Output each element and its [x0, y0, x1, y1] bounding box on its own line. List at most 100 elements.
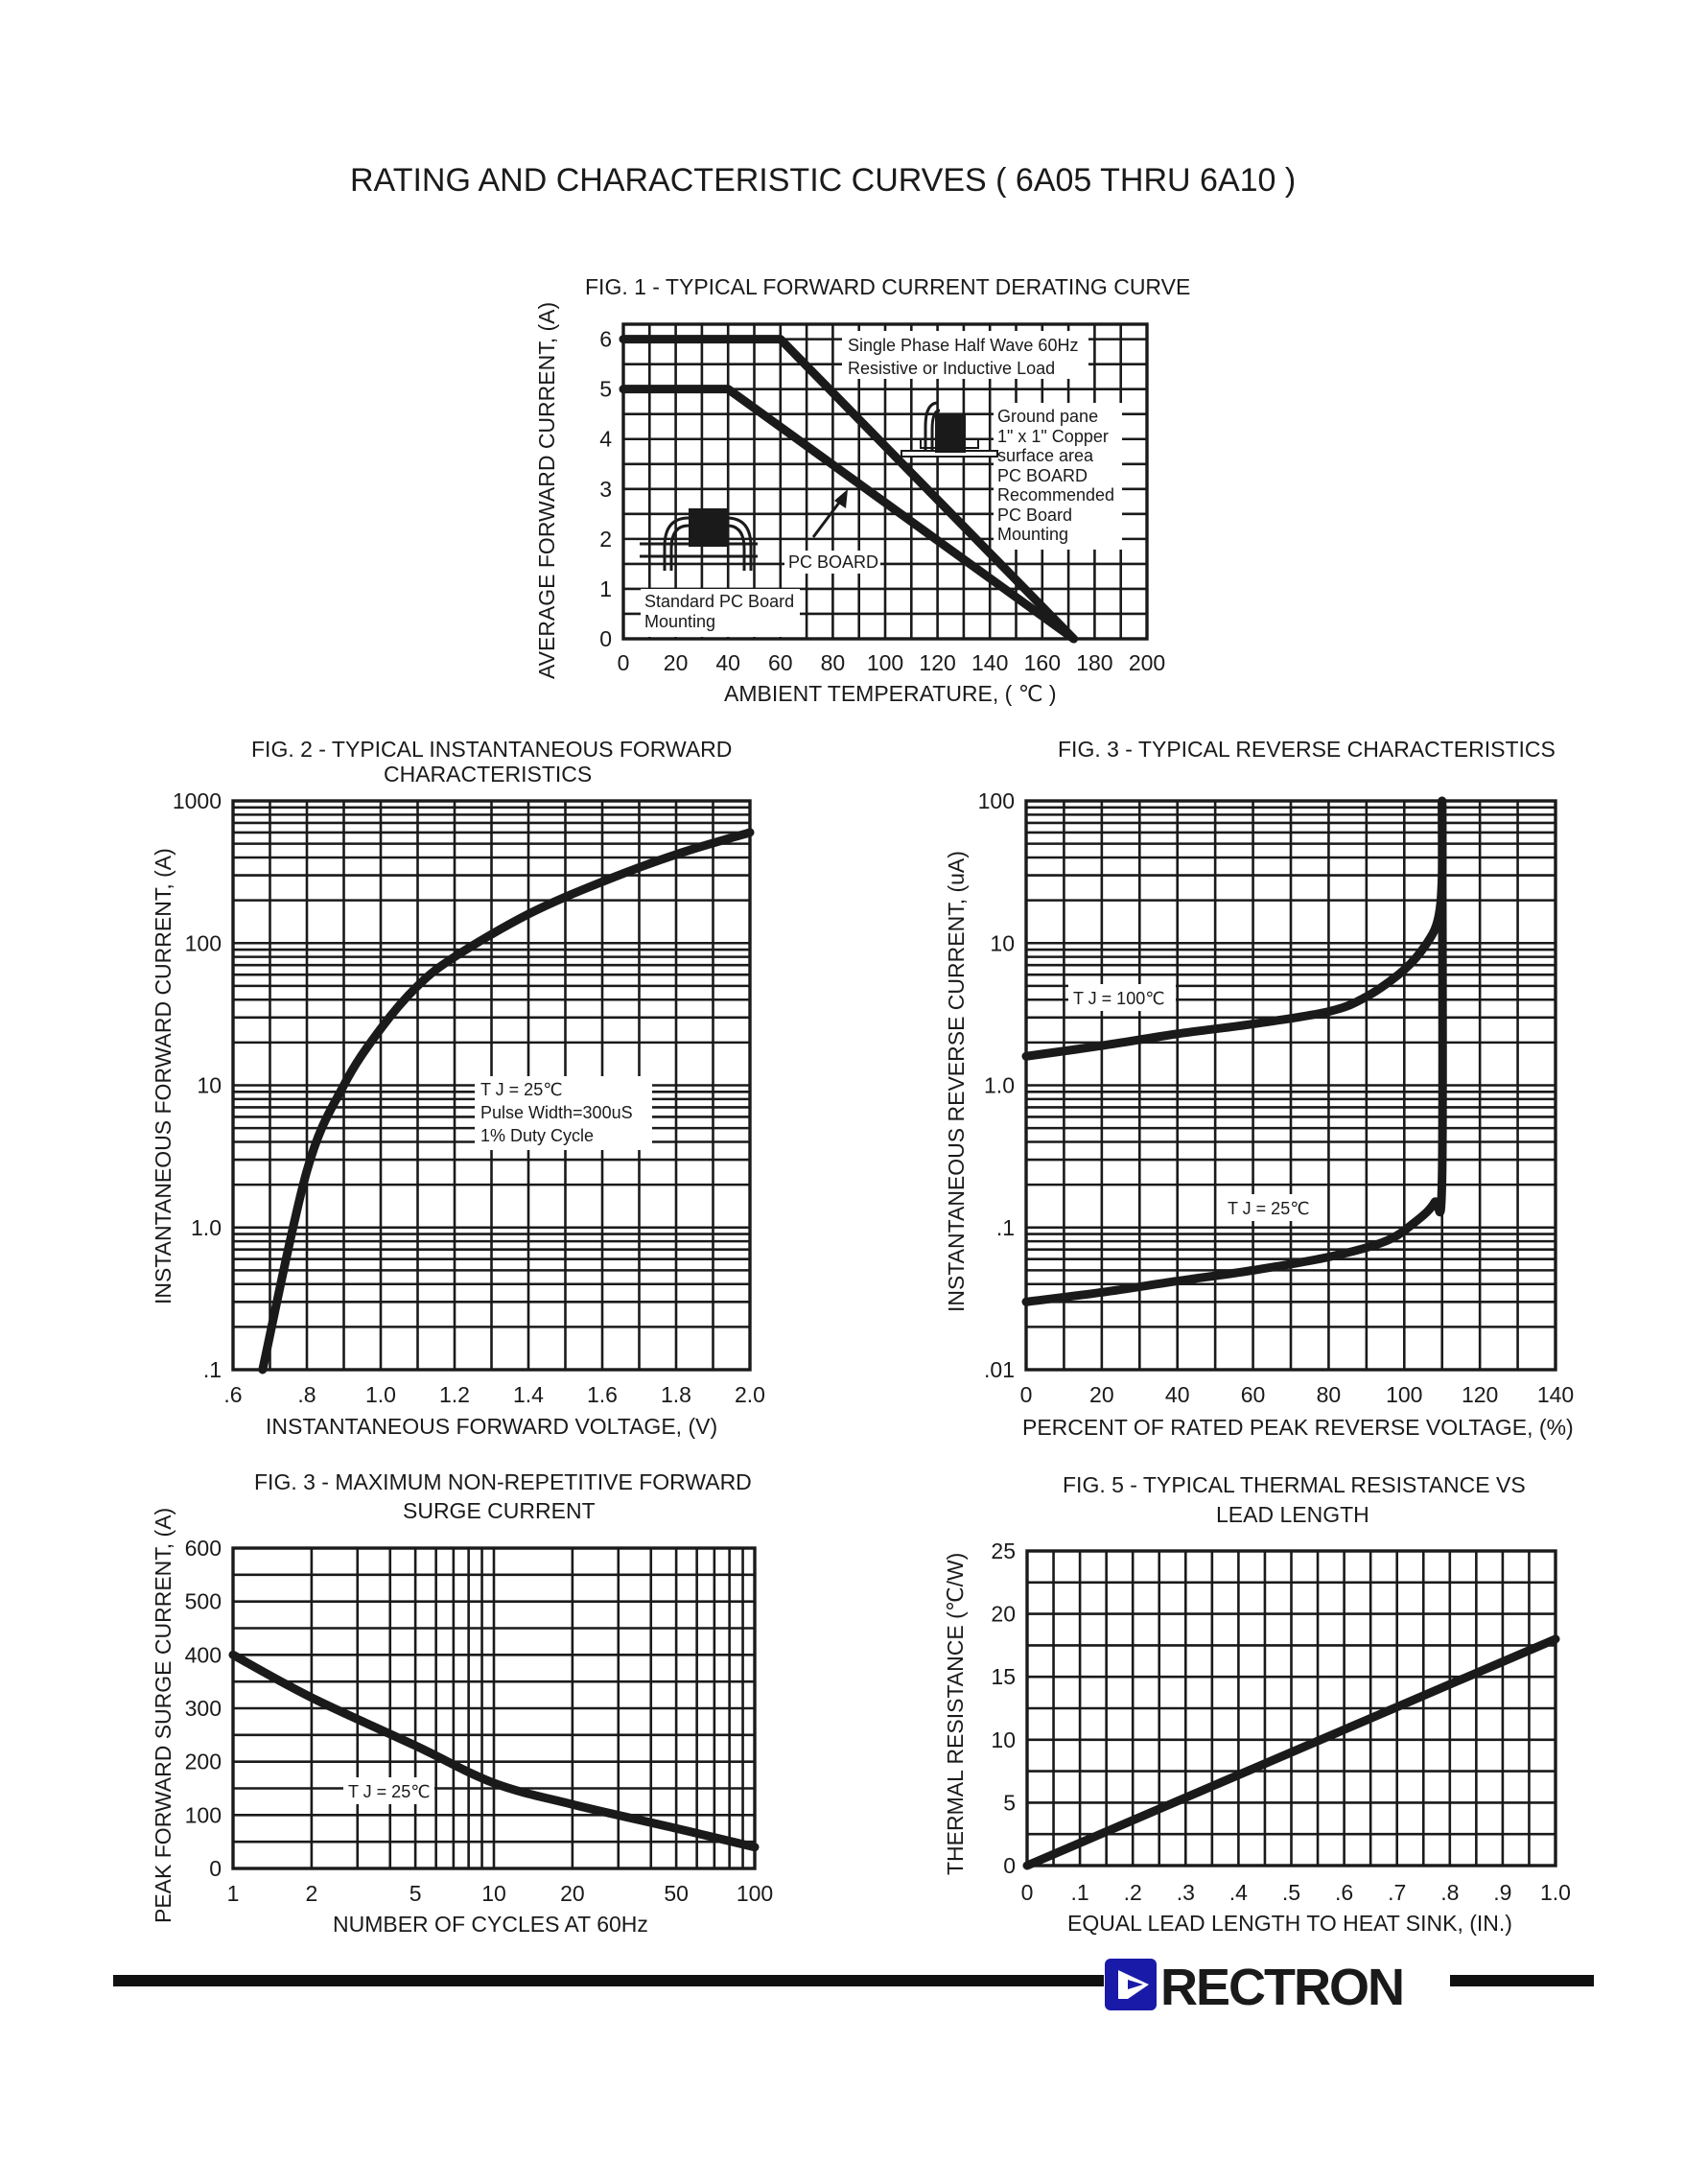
fig4-annotation: T J = 25℃: [348, 1782, 430, 1801]
fig3-series-label-100c: T J = 100℃: [1073, 989, 1164, 1008]
fig2-annotation-line1: T J = 25℃: [480, 1080, 562, 1099]
fig3-x-tick-label: 120: [1462, 1382, 1498, 1407]
fig1-x-tick-label: 180: [1076, 650, 1112, 675]
fig5-x-tick-label: .4: [1229, 1880, 1248, 1905]
fig4-curves: [228, 1650, 760, 1852]
fig2-y-tick-label: 1.0: [191, 1215, 222, 1240]
fig2-title-line1: FIG. 2 - TYPICAL INSTANTANEOUS FORWARD: [251, 737, 732, 762]
fig1-curves: [619, 335, 1079, 644]
fig1-standard-line1: Standard PC Board: [644, 592, 794, 611]
fig1-title: FIG. 1 - TYPICAL FORWARD CURRENT DERATIN…: [585, 274, 1190, 299]
fig2-x-tick-label: 1.6: [587, 1382, 618, 1407]
fig2-chart: FIG. 2 - TYPICAL INSTANTANEOUS FORWARD C…: [151, 737, 765, 1439]
fig2-annotation-line3: 1% Duty Cycle: [480, 1126, 594, 1145]
fig3-y-tick-label: 1.0: [984, 1073, 1015, 1098]
fig1-x-tick-label: 200: [1129, 650, 1165, 675]
fig1-series-1-line: [619, 385, 1079, 644]
fig2-title-line2: CHARACTERISTICS: [384, 762, 592, 787]
fig1-x-ticks: 0 20 40 60 80 100 120 140 160 180 200: [618, 650, 1166, 675]
fig5-title-line2: LEAD LENGTH: [1216, 1502, 1369, 1527]
fig3-y-tick-label: 10: [990, 930, 1015, 955]
fig4-x-ticks: 1 2 5 10 20 50 100: [227, 1881, 774, 1906]
fig2-x-tick-label: .6: [223, 1382, 242, 1407]
fig3-y-tick-label: .1: [996, 1215, 1015, 1240]
fig1-recommended-mount-pictogram: [901, 401, 998, 458]
fig1-x-tick-label: 100: [867, 650, 903, 675]
fig2-y-ticks: .1 1.0 10 100 1000: [173, 788, 222, 1382]
fig3-grid: [1024, 799, 1557, 1372]
fig4-title-line2: SURGE CURRENT: [403, 1498, 596, 1523]
fig4-x-tick-label: 20: [560, 1881, 585, 1906]
fig5-x-tick-label: .2: [1124, 1880, 1142, 1905]
fig4-y-tick-label: 600: [185, 1536, 222, 1561]
fig2-x-tick-label: 1.2: [439, 1382, 470, 1407]
footer-rule-right: [1450, 1975, 1594, 1986]
fig1-standard-mount-pictogram: [640, 508, 758, 571]
fig1-x-tick-label: 120: [919, 650, 955, 675]
fig2-x-tick-label: 2.0: [735, 1382, 765, 1407]
fig4-title-line1: FIG. 3 - MAXIMUM NON-REPETITIVE FORWARD: [254, 1469, 752, 1494]
fig3-series-label-25c: T J = 25℃: [1228, 1199, 1309, 1218]
fig5-y-axis-label: THERMAL RESISTANCE (℃/W): [943, 1553, 968, 1875]
fig2-y-tick-label: 10: [197, 1073, 222, 1098]
fig5-y-tick-label: 10: [991, 1727, 1016, 1752]
fig1-x-tick-label: 40: [715, 650, 740, 675]
fig2-annotation-line2: Pulse Width=300uS: [480, 1103, 633, 1122]
fig5-x-axis-label: EQUAL LEAD LENGTH TO HEAT SINK, (IN.): [1067, 1911, 1512, 1936]
fig3-x-tick-label: 100: [1386, 1382, 1422, 1407]
fig1-pcb-line1: Ground pane: [997, 407, 1098, 426]
fig4-y-ticks: 0 100 200 300 400 500 600: [185, 1536, 222, 1881]
fig2-x-tick-label: 1.0: [365, 1382, 396, 1407]
fig5-x-tick-label: .7: [1388, 1880, 1406, 1905]
fig2-x-tick-label: .8: [297, 1382, 316, 1407]
fig5-x-tick-label: .8: [1440, 1880, 1459, 1905]
fig1-y-tick-label: 2: [599, 527, 612, 552]
fig5-y-tick-label: 0: [1003, 1853, 1016, 1878]
fig5-series-0-line: [1022, 1634, 1560, 1870]
fig5-x-tick-label: .6: [1335, 1880, 1353, 1905]
fig1-x-tick-label: 80: [821, 650, 846, 675]
fig2-curves: [258, 828, 755, 1374]
fig2-y-tick-label: .1: [203, 1357, 222, 1382]
fig1-y-tick-label: 1: [599, 576, 612, 601]
fig2-x-tick-label: 1.4: [513, 1382, 544, 1407]
fig4-x-tick-label: 100: [737, 1881, 773, 1906]
fig4-y-tick-label: 0: [209, 1856, 222, 1881]
fig4-y-tick-label: 500: [185, 1589, 222, 1614]
fig4-x-tick-label: 50: [664, 1881, 689, 1906]
fig4-grid: [231, 1546, 757, 1870]
fig2-series-0-line: [258, 828, 755, 1374]
fig4-x-tick-label: 10: [481, 1881, 506, 1906]
fig1-y-ticks: 0 1 2 3 4 5 6: [599, 327, 612, 651]
brand-logo-text: RECTRON: [1160, 1959, 1403, 2016]
fig2-y-tick-label: 1000: [173, 788, 222, 813]
fig5-x-tick-label: 1.0: [1540, 1880, 1571, 1905]
fig1-x-axis-label: AMBIENT TEMPERATURE, ( ℃ ): [724, 681, 1057, 706]
fig3-curves: [1021, 796, 1447, 1306]
fig1-y-axis-label: AVERAGE FORWARD CURRENT, (A): [534, 302, 559, 679]
fig3-x-tick-label: 20: [1089, 1382, 1114, 1407]
fig5-x-ticks: 0 .1 .2 .3 .4 .5 .6 .7 .8 .9 1.0: [1021, 1880, 1571, 1905]
fig4-x-tick-label: 2: [305, 1881, 317, 1906]
fig4-x-tick-label: 1: [227, 1881, 240, 1906]
fig4-y-axis-label: PEAK FORWARD SURGE CURRENT, (A): [151, 1508, 175, 1923]
fig4-y-tick-label: 300: [185, 1696, 222, 1721]
fig1-x-tick-label: 140: [971, 650, 1008, 675]
fig5-x-tick-label: .5: [1282, 1880, 1300, 1905]
fig3-title: FIG. 3 - TYPICAL REVERSE CHARACTERISTICS: [1058, 737, 1556, 762]
fig3-x-tick-label: 140: [1537, 1382, 1574, 1407]
fig1-chart: FIG. 1 - TYPICAL FORWARD CURRENT DERATIN…: [534, 274, 1190, 706]
fig2-x-axis-label: INSTANTANEOUS FORWARD VOLTAGE, (V): [266, 1414, 717, 1439]
fig1-x-tick-label: 20: [664, 650, 689, 675]
fig5-x-tick-label: .1: [1071, 1880, 1089, 1905]
fig1-pc-board-label: PC BOARD: [788, 552, 878, 572]
brand-logo-mark: [1105, 1959, 1157, 2010]
fig3-x-tick-label: 80: [1317, 1382, 1342, 1407]
fig4-y-tick-label: 400: [185, 1642, 222, 1667]
fig3-x-ticks: 0 20 40 60 80 100 120 140: [1020, 1382, 1575, 1407]
fig5-y-tick-label: 5: [1003, 1790, 1016, 1815]
fig1-condition-line2: Resistive or Inductive Load: [848, 359, 1055, 378]
fig2-x-tick-label: 1.8: [661, 1382, 691, 1407]
fig3-y-ticks: .01 .1 1.0 10 100: [978, 788, 1015, 1382]
fig3-y-tick-label: 100: [978, 788, 1015, 813]
